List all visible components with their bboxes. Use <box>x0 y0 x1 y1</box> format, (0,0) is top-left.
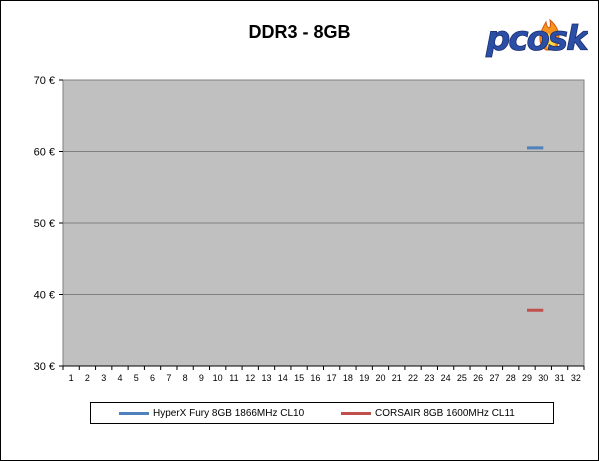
pcask-logo: pcosk <box>485 18 588 60</box>
x-tick-label: 25 <box>457 373 467 383</box>
x-tick-label: 4 <box>117 373 122 383</box>
x-tick-label: 11 <box>229 373 238 383</box>
x-tick-label: 1 <box>69 373 74 383</box>
x-tick-label: 28 <box>506 373 516 383</box>
gridlines <box>63 151 584 295</box>
y-tick-label: 60 € <box>34 147 55 159</box>
x-tick-label: 18 <box>343 373 353 383</box>
x-tick-label: 6 <box>150 373 155 383</box>
chart-title: DDR3 - 8GB <box>248 22 351 42</box>
legend-item-corsair: CORSAIR 8GB 1600MHz CL11 <box>341 406 515 420</box>
x-tick-label: 29 <box>522 373 532 383</box>
x-tick-label: 9 <box>199 373 204 383</box>
x-tick-label: 27 <box>489 373 499 383</box>
y-tick-label: 30 € <box>34 361 55 373</box>
legend-swatch-corsair <box>341 411 371 415</box>
x-tick-label: 14 <box>278 373 288 383</box>
series-lines <box>527 146 544 312</box>
x-tick-label: 8 <box>183 373 188 383</box>
y-tick-label: 40 € <box>34 290 55 302</box>
x-tick-label: 26 <box>473 373 483 383</box>
x-tick-label: 20 <box>375 373 385 383</box>
legend-label-hyperx: HyperX Fury 8GB 1866MHz CL10 <box>153 407 305 419</box>
legend-item-hyperx: HyperX Fury 8GB 1866MHz CL10 <box>119 406 304 420</box>
x-tick-label: 24 <box>441 373 451 383</box>
x-tick-label: 21 <box>392 373 402 383</box>
x-tick-label: 3 <box>101 373 106 383</box>
legend: HyperX Fury 8GB 1866MHz CL10 CORSAIR 8GB… <box>90 402 554 424</box>
x-tick-label: 10 <box>213 373 223 383</box>
x-tick-label: 12 <box>245 373 255 383</box>
x-tick-label: 22 <box>408 373 418 383</box>
x-tick-label: 30 <box>538 373 548 383</box>
y-axis-ticks: 30 € 40 € 50 € 60 € 70 € <box>34 75 63 373</box>
x-tick-label: 23 <box>424 373 434 383</box>
x-tick-label: 19 <box>359 373 369 383</box>
x-tick-label: 32 <box>571 373 581 383</box>
legend-label-corsair: CORSAIR 8GB 1600MHz CL11 <box>375 407 515 419</box>
x-tick-label: 7 <box>166 373 171 383</box>
logo-text: pcosk <box>485 19 588 59</box>
x-tick-label: 31 <box>555 373 565 383</box>
y-tick-label: 70 € <box>34 75 55 87</box>
x-tick-label: 15 <box>294 373 304 383</box>
x-axis-ticks: 1 2 3 4 5 6 7 8 9 10 11 12 13 14 15 16 17 18 19 20 21 22 23 24 2… <box>62 365 585 383</box>
flame-icon <box>539 18 560 51</box>
x-tick-label: 13 <box>262 373 272 383</box>
x-tick-label: 16 <box>310 373 320 383</box>
x-tick-label: 5 <box>134 373 139 383</box>
x-tick-label: 2 <box>85 373 90 383</box>
x-tick-label: 17 <box>327 373 337 383</box>
legend-swatch-hyperx <box>119 411 149 415</box>
y-tick-label: 50 € <box>34 218 55 230</box>
